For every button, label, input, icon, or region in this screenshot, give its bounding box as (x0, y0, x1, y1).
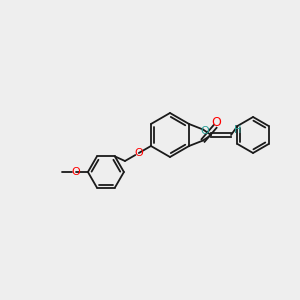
Text: O: O (201, 125, 209, 136)
Text: O: O (71, 167, 80, 177)
Text: O: O (211, 116, 221, 129)
Text: H: H (234, 125, 242, 135)
Text: O: O (134, 148, 143, 158)
